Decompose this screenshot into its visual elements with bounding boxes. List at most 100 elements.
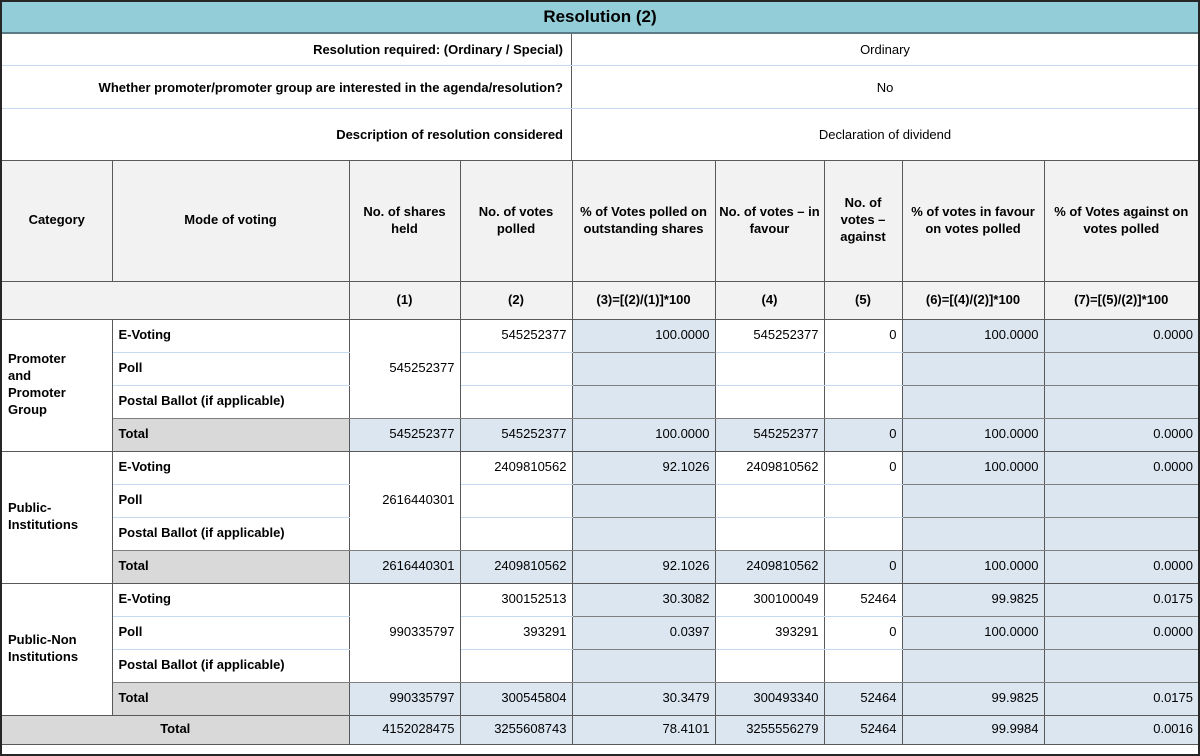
cell-mode: Poll [112,616,350,650]
category-text: Promoter and Promoter Group [8,351,66,417]
cell-pct-favour [902,649,1045,683]
cell-pct-against: 0.0000 [1044,319,1198,353]
cell-votes-polled: 2409810562 [460,550,573,584]
section-total-row: Total 545252377 545252377 100.0000 54525… [2,418,1198,452]
cell-votes-favour: 300493340 [715,682,825,716]
cell-votes-against [824,352,903,386]
cell-total-label: Total [112,550,350,584]
col-header-pct-favour: % of votes in favour on votes polled [902,161,1045,282]
cell-pct-favour: 100.0000 [902,616,1045,650]
cell-pct-polled: 92.1026 [572,451,716,485]
evoting-row: Public-Institutions E-Voting 2616440301 … [2,451,1198,584]
cell-pct-favour: 99.9984 [902,715,1045,745]
cell-votes-favour [715,352,825,386]
cell-votes-favour: 2409810562 [715,550,825,584]
info-label: Resolution required: (Ordinary / Special… [2,34,572,65]
cell-pct-polled [572,385,716,419]
info-row-promoter-interest: Whether promoter/promoter group are inte… [2,66,1198,109]
cell-pct-polled: 92.1026 [572,550,716,584]
postal-ballot-row: Postal Ballot (if applicable) [2,385,1198,419]
formula-row: (1) (2) (3)=[(2)/(1)]*100 (4) (5) (6)=[(… [2,281,1198,320]
cell-pct-polled: 30.3082 [572,583,716,617]
info-label-text: Whether promoter/promoter group are inte… [98,79,563,95]
cell-votes-favour [715,649,825,683]
cell-mode: Poll [112,352,350,386]
col-header-pct-against: % of Votes against on votes polled [1044,161,1198,282]
cell-pct-against [1044,352,1198,386]
formula-cell-2: (2) [460,281,573,320]
cell-votes-polled [460,484,573,518]
resolution-info: Resolution required: (Ordinary / Special… [2,34,1198,161]
info-label: Whether promoter/promoter group are inte… [2,66,572,108]
cell-pct-polled: 0.0397 [572,616,716,650]
cell-pct-polled: 30.3479 [572,682,716,716]
formula-empty-cell [2,281,350,320]
cell-shares-held: 2616440301 [349,550,461,584]
resolution-title: Resolution (2) [2,2,1198,34]
cell-shares-held: 545252377 [349,319,461,419]
cell-votes-favour: 2409810562 [715,451,825,485]
cell-category: Public-Institutions [2,451,113,584]
postal-ballot-row: Postal Ballot (if applicable) [2,517,1198,551]
cell-pct-polled [572,649,716,683]
formula-cell-3: (3)=[(2)/(1)]*100 [572,281,716,320]
cell-votes-polled: 393291 [460,616,573,650]
formula-cell-6: (6)=[(4)/(2)]*100 [902,281,1045,320]
cell-pct-against: 0.0016 [1044,715,1198,745]
cell-votes-polled [460,649,573,683]
cell-shares-held: 990335797 [349,682,461,716]
cell-mode: E-Voting [112,583,350,617]
cell-votes-polled [460,385,573,419]
cell-votes-favour [715,385,825,419]
cell-votes-against: 0 [824,451,903,485]
postal-ballot-row: Postal Ballot (if applicable) [2,649,1198,683]
cell-votes-polled [460,352,573,386]
cell-votes-against [824,649,903,683]
cell-pct-against [1044,517,1198,551]
cell-grand-total-label: Total [2,715,350,745]
col-header-votes-against: No. of votes – against [824,161,903,282]
info-value: Ordinary [860,42,910,57]
col-header-mode: Mode of voting [112,161,350,282]
cell-pct-polled [572,352,716,386]
section-total-row: Total 2616440301 2409810562 92.1026 2409… [2,550,1198,584]
col-header-pct-polled: % of Votes polled on outstanding shares [572,161,716,282]
poll-row: Poll 393291 0.0397 393291 0 100.0000 0.0… [2,616,1198,650]
formula-cell-4: (4) [715,281,825,320]
cell-pct-favour: 99.9825 [902,583,1045,617]
cell-pct-against [1044,385,1198,419]
info-value: Declaration of dividend [818,127,952,142]
cell-shares-held: 545252377 [349,418,461,452]
cell-pct-against: 0.0000 [1044,418,1198,452]
cell-votes-against: 0 [824,418,903,452]
header-row: Category Mode of voting No. of shares he… [2,161,1198,282]
cell-mode: Poll [112,484,350,518]
cell-votes-against [824,385,903,419]
grand-total-row: Total 4152028475 3255608743 78.4101 3255… [2,715,1198,745]
cell-votes-favour: 545252377 [715,319,825,353]
cell-votes-against: 52464 [824,715,903,745]
col-header-votes-favour: No. of votes – in favour [715,161,825,282]
cell-mode: E-Voting [112,319,350,353]
cell-votes-against: 0 [824,550,903,584]
info-row-description: Description of resolution considered Dec… [2,109,1198,160]
cell-votes-polled: 545252377 [460,319,573,353]
cell-total-label: Total [112,682,350,716]
cell-mode: Postal Ballot (if applicable) [112,649,350,683]
col-header-shares-held: No. of shares held [349,161,461,282]
cell-votes-favour: 393291 [715,616,825,650]
cell-mode: Postal Ballot (if applicable) [112,517,350,551]
cell-pct-polled: 78.4101 [572,715,716,745]
cell-votes-polled: 3255608743 [460,715,573,745]
cell-shares-held: 990335797 [349,583,461,683]
cell-votes-polled: 545252377 [460,418,573,452]
cell-votes-polled [460,517,573,551]
cell-pct-favour: 100.0000 [902,451,1045,485]
cell-votes-against: 0 [824,319,903,353]
formula-cell-7: (7)=[(5)/(2)]*100 [1044,281,1198,320]
cell-votes-favour [715,484,825,518]
cell-votes-against [824,517,903,551]
cell-pct-favour [902,385,1045,419]
cell-mode: Postal Ballot (if applicable) [112,385,350,419]
cell-pct-polled: 100.0000 [572,319,716,353]
